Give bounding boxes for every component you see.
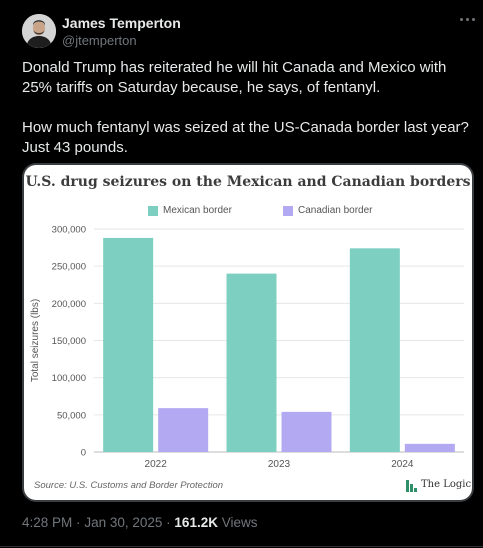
chart-title: U.S. drug seizures on the Mexican and Ca…	[25, 174, 471, 190]
bar-mexican-2024	[349, 248, 400, 452]
bar-canadian-2022	[158, 408, 209, 452]
tweet-media[interactable]: U.S. drug seizures on the Mexican and Ca…	[22, 163, 474, 502]
meta-separator: ·	[76, 515, 81, 530]
tweet-meta: 4:28 PM · Jan 30, 2025 · 161.2K Views	[22, 515, 258, 530]
y-axis-label: Total seizures (lbs)	[30, 299, 41, 382]
author-avatar[interactable]	[22, 14, 56, 48]
tweet-date[interactable]: Jan 30, 2025	[84, 515, 163, 530]
y-tick-label: 100,000	[52, 373, 86, 384]
legend-label-mexican: Mexican border	[163, 205, 232, 216]
bar-chart: 0 50,000 100,000 150,000 200,000 250,000 300,0…	[30, 225, 464, 470]
x-tick-label: 2024	[391, 459, 414, 470]
chart-card: U.S. drug seizures on the Mexican and Ca…	[24, 165, 472, 500]
x-tick-label: 2023	[268, 459, 291, 470]
legend-label-canadian: Canadian border	[298, 205, 373, 216]
y-tick-label: 50,000	[57, 410, 86, 421]
tweet-paragraph-1: Donald Trump has reiterated he will hit …	[22, 59, 447, 96]
tweet-time[interactable]: 4:28 PM	[22, 515, 73, 530]
divider	[0, 546, 483, 547]
meta-separator-2: ·	[166, 515, 171, 530]
more-icon[interactable]	[458, 12, 478, 26]
views-label: Views	[221, 515, 258, 530]
legend-swatch-canadian	[283, 206, 293, 216]
author-handle[interactable]: @jtemperton	[62, 33, 137, 48]
y-tick-label: 150,000	[52, 336, 86, 347]
avatar-photo	[22, 14, 56, 48]
tweet-paragraph-2: How much fentanyl was seized at the US-C…	[22, 119, 469, 156]
chart-source: Source: U.S. Customs and Border Protecti…	[34, 480, 224, 491]
y-tick-label: 200,000	[52, 299, 86, 310]
views-count: 161.2K	[174, 515, 218, 530]
bar-mexican-2023	[226, 273, 277, 452]
y-tick-label: 300,000	[52, 225, 86, 236]
bar-canadian-2023	[281, 411, 332, 452]
publisher-name: The Logic	[421, 479, 472, 490]
author-name[interactable]: James Temperton	[62, 15, 181, 31]
tweet-text: Donald Trump has reiterated he will hit …	[22, 58, 472, 158]
publisher-logo: The Logic	[404, 478, 471, 494]
bar-mexican-2022	[103, 237, 154, 452]
y-tick-label: 0	[81, 448, 86, 459]
y-tick-label: 250,000	[52, 262, 86, 273]
bar-canadian-2024	[404, 443, 455, 452]
x-tick-label: 2022	[145, 459, 168, 470]
logo-icon	[406, 480, 418, 492]
legend-swatch-mexican	[148, 206, 158, 216]
